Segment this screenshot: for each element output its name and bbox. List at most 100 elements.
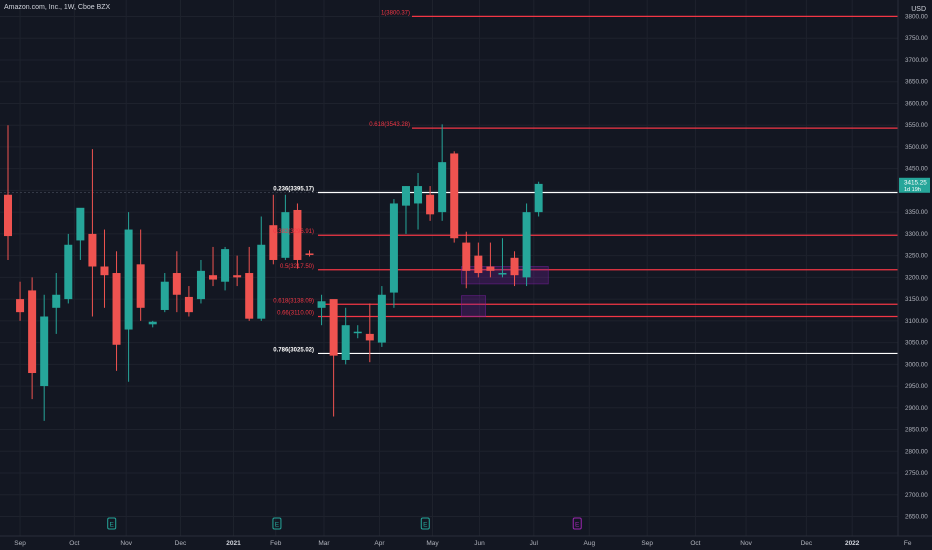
- time-tick-label: Feb: [270, 540, 282, 547]
- candle: [257, 216, 266, 321]
- candlestick-series: [4, 124, 543, 421]
- price-tick-label: 3250.00: [905, 253, 928, 260]
- earnings-mark-box[interactable]: [572, 517, 582, 530]
- earnings-mark-letter: E: [423, 522, 428, 529]
- time-tick-label: Jul: [530, 540, 539, 547]
- candle: [40, 294, 49, 421]
- price-axis[interactable]: 2650.00 2700.00 2750.00 2800.00 2850.00 2900.…: [897, 0, 932, 550]
- candle-body: [401, 186, 410, 206]
- price-tick-label: 3500.00: [905, 144, 928, 151]
- price-tick-label: 2750.00: [905, 470, 928, 477]
- time-tick-label: Sep: [641, 540, 653, 547]
- candle: [474, 242, 483, 278]
- candle-body: [4, 194, 12, 237]
- time-tick-label: Sep: [14, 540, 26, 547]
- candle-body: [245, 273, 254, 319]
- candle-body: [269, 225, 278, 260]
- earnings-mark-box[interactable]: [107, 517, 117, 530]
- grid: [0, 0, 909, 536]
- candle-body: [414, 186, 423, 204]
- time-axis[interactable]: Sep Oct Nov Dec 2021 Feb Mar Apr May Jun Jul Aug Sep…: [0, 535, 932, 547]
- candle-body: [124, 229, 133, 330]
- earnings-mark[interactable]: E: [272, 517, 282, 530]
- candle: [341, 307, 350, 365]
- price-tick-label: 3650.00: [905, 79, 928, 86]
- candle: [486, 242, 495, 278]
- candle-body: [389, 203, 398, 293]
- earnings-mark[interactable]: E: [107, 517, 117, 530]
- candle: [377, 286, 386, 347]
- candle-body: [28, 290, 37, 374]
- candle: [124, 212, 133, 382]
- time-tick-label: Dec: [801, 540, 813, 547]
- fibonacci-retracement[interactable]: [0, 15, 898, 355]
- candle-body: [160, 281, 169, 310]
- currency-label: USD: [911, 6, 926, 13]
- time-tick-label: 2021: [226, 540, 241, 547]
- price-tick-label: 2700.00: [905, 492, 928, 499]
- candle-body: [281, 212, 290, 258]
- price-tick-label: 3000.00: [905, 361, 928, 368]
- earnings-mark-letter: E: [275, 522, 280, 529]
- candle: [184, 286, 193, 317]
- symbol-title: Amazon.com, Inc., 1W, Cboe BZX: [4, 4, 111, 11]
- time-tick-label: Apr: [374, 540, 385, 547]
- time-tick-label: 2022: [845, 540, 860, 547]
- candle-body: [257, 244, 266, 319]
- candle: [317, 294, 326, 326]
- candle: [389, 199, 398, 308]
- price-tick-label: 3100.00: [905, 318, 928, 325]
- earnings-mark[interactable]: E: [572, 517, 582, 530]
- fib-level-label: 0.786(3025.02): [273, 347, 314, 353]
- earnings-mark-box[interactable]: [272, 517, 282, 530]
- price-tick-label: 3600.00: [905, 100, 928, 107]
- candle-body: [76, 207, 85, 241]
- candle: [450, 151, 459, 243]
- price-axis-bg: [898, 0, 932, 550]
- candle-body: [462, 242, 471, 271]
- price-tick-label: 2850.00: [905, 427, 928, 434]
- candle-body: [16, 299, 25, 313]
- time-tick-label: Mar: [318, 540, 330, 547]
- candle-body: [40, 316, 49, 387]
- candle-body: [148, 321, 157, 325]
- candle-body: [510, 257, 519, 276]
- time-tick-label: Aug: [584, 540, 596, 547]
- candle-body: [450, 153, 459, 239]
- candle: [269, 194, 278, 265]
- last-price-countdown: 1d 19h: [904, 187, 921, 193]
- candle: [136, 229, 145, 321]
- price-tick-label: 3700.00: [905, 57, 928, 64]
- time-tick-label: May: [426, 540, 439, 547]
- candle: [414, 173, 423, 230]
- price-tick-label: 3750.00: [905, 35, 928, 42]
- candle-body: [438, 162, 447, 213]
- candle-body: [534, 183, 543, 213]
- candle-body: [498, 273, 507, 275]
- candle-body: [329, 299, 338, 356]
- earnings-mark-box[interactable]: [420, 517, 430, 530]
- candle: [245, 246, 254, 321]
- fib-level-label: 0.618(3138.09): [273, 298, 314, 304]
- candle: [64, 233, 73, 304]
- zone-rect[interactable]: [461, 295, 486, 317]
- last-price-box: [899, 177, 930, 193]
- earnings-mark[interactable]: E: [420, 517, 430, 530]
- candle-body: [426, 194, 435, 215]
- candle-body: [184, 296, 193, 313]
- candle: [293, 203, 302, 269]
- time-tick-label: Jun: [474, 540, 485, 547]
- fib-level-label: 1(3800.37): [381, 10, 410, 16]
- candle: [172, 251, 181, 313]
- candle: [209, 246, 218, 287]
- candle: [88, 149, 97, 317]
- candle-body: [112, 273, 121, 345]
- price-tick-label: 2950.00: [905, 383, 928, 390]
- candle: [112, 251, 121, 371]
- earnings-mark-letter: E: [575, 522, 580, 529]
- candle: [148, 320, 157, 328]
- candle: [196, 259, 205, 304]
